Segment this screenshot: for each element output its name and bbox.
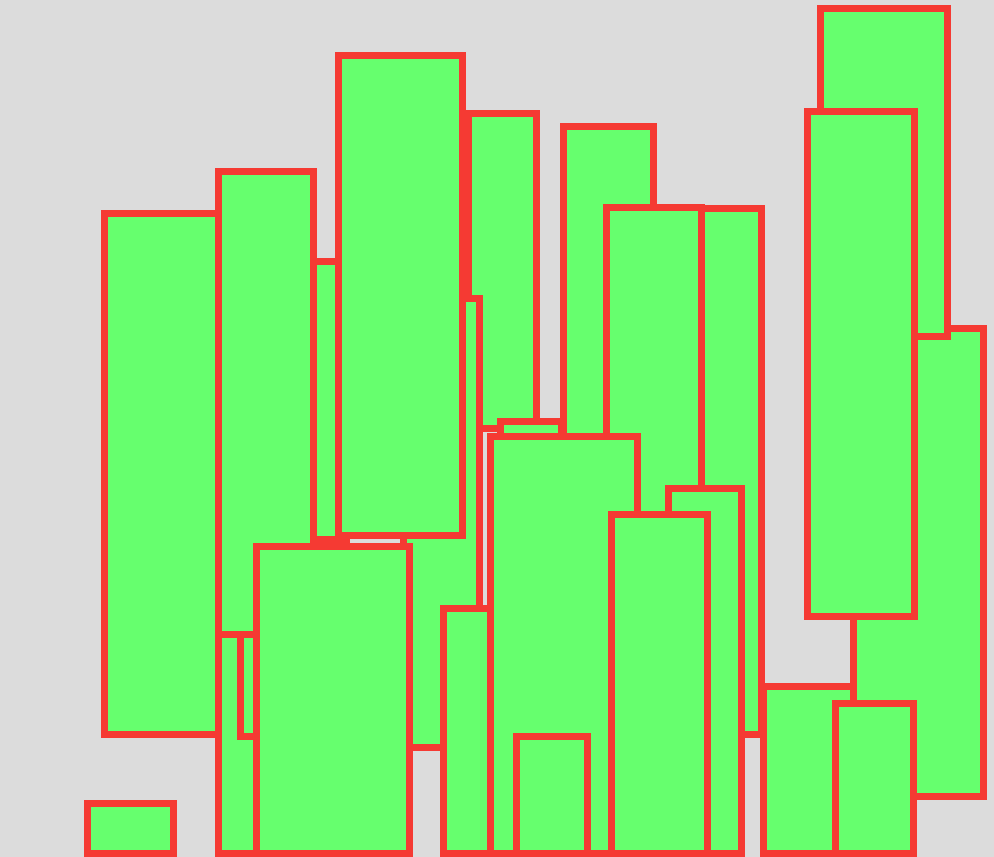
green-rectangle [513, 733, 591, 857]
green-rectangle [804, 108, 918, 620]
green-rectangle [84, 800, 177, 857]
green-rectangle [608, 511, 711, 857]
green-rectangle [253, 543, 413, 857]
green-rectangle [603, 204, 705, 534]
green-rectangle [101, 210, 226, 738]
green-rectangle [335, 52, 466, 539]
green-rectangle [832, 700, 917, 857]
